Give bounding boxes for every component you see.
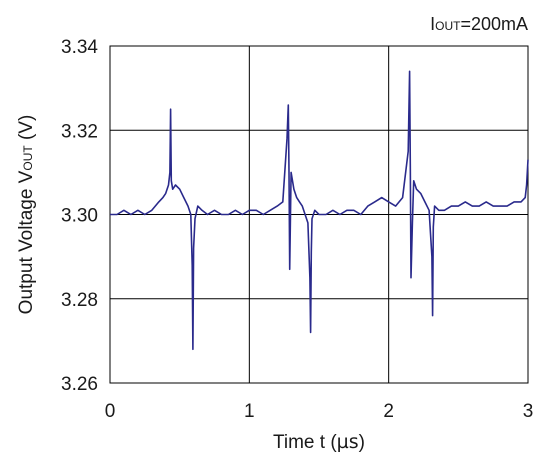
x-tick-label: 0 [105, 401, 116, 422]
series-line [110, 70, 529, 351]
x-tick-label: 3 [523, 401, 534, 422]
x-tick-label: 2 [383, 401, 394, 422]
x-tick-label: 1 [244, 401, 255, 422]
y-tick-labels: 3.26 3.28 3.30 3.32 3.34 [61, 37, 98, 395]
current-annotation: IOUT=200mA [430, 14, 528, 34]
y-tick-label: 3.34 [61, 37, 98, 58]
x-axis-label: Time t (µs) [273, 431, 365, 453]
y-tick-label: 3.26 [61, 374, 98, 395]
y-axis-label: Output Voltage VOUT (V) [16, 115, 37, 315]
y-tick-label: 3.30 [61, 206, 98, 227]
x-tick-labels: 0 1 2 3 [105, 401, 534, 422]
y-tick-label: 3.28 [61, 290, 98, 311]
y-tick-label: 3.32 [61, 121, 98, 142]
